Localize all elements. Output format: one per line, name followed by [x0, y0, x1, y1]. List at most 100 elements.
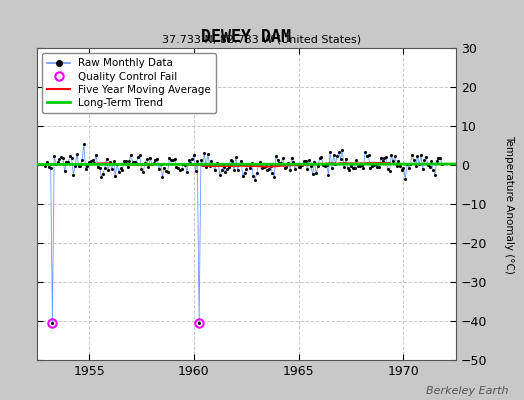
Point	[116, 165, 125, 172]
Point	[384, 166, 392, 172]
Point	[52, 160, 60, 167]
Point	[144, 164, 152, 170]
Point	[57, 154, 66, 160]
Point	[188, 156, 196, 162]
Point	[176, 167, 184, 173]
Point	[431, 172, 439, 178]
Point	[120, 158, 128, 164]
Point	[333, 153, 341, 160]
Point	[92, 152, 100, 158]
Point	[122, 157, 130, 164]
Point	[139, 169, 147, 176]
Point	[322, 161, 331, 168]
Point	[155, 166, 163, 172]
Point	[47, 164, 55, 171]
Point	[212, 160, 221, 166]
Point	[193, 157, 202, 164]
Point	[410, 157, 418, 163]
Point	[372, 161, 380, 168]
Point	[55, 156, 63, 163]
Point	[413, 153, 422, 160]
Point	[172, 164, 181, 171]
Point	[211, 167, 219, 174]
Point	[253, 170, 261, 176]
Point	[268, 170, 277, 176]
Point	[310, 159, 319, 165]
Point	[242, 166, 250, 172]
Point	[169, 157, 177, 164]
Point	[375, 164, 383, 170]
Point	[259, 164, 268, 170]
Point	[279, 155, 287, 161]
Point	[143, 156, 151, 162]
Point	[347, 162, 355, 169]
Point	[123, 164, 132, 170]
Point	[200, 150, 209, 156]
Point	[345, 167, 354, 173]
Point	[432, 158, 441, 164]
Point	[69, 172, 78, 178]
Point	[205, 162, 214, 169]
Point	[181, 162, 189, 168]
Point	[71, 162, 79, 169]
Point	[342, 156, 350, 162]
Point	[127, 152, 135, 158]
Point	[111, 173, 119, 180]
Point	[272, 153, 280, 160]
Point	[134, 154, 142, 160]
Point	[351, 165, 359, 171]
Point	[128, 159, 137, 166]
Text: 37.733 N, 82.733 W (United States): 37.733 N, 82.733 W (United States)	[162, 34, 362, 44]
Point	[368, 163, 376, 170]
Point	[190, 152, 198, 158]
Point	[291, 166, 299, 172]
Point	[165, 155, 173, 161]
Point	[216, 172, 224, 179]
Point	[118, 167, 126, 174]
Point	[369, 162, 378, 168]
Point	[307, 163, 315, 170]
Point	[343, 165, 352, 171]
Point	[382, 154, 390, 160]
Point	[186, 160, 194, 166]
Point	[113, 161, 121, 167]
Point	[396, 163, 404, 170]
Point	[247, 160, 256, 166]
Point	[207, 158, 215, 164]
Point	[167, 157, 176, 163]
Point	[361, 149, 369, 156]
Point	[296, 164, 304, 170]
Point	[132, 160, 140, 166]
Point	[163, 169, 172, 175]
Point	[238, 172, 247, 179]
Point	[183, 169, 191, 175]
Point	[411, 163, 420, 170]
Point	[125, 158, 134, 164]
Point	[246, 164, 254, 171]
Point	[420, 157, 429, 164]
Point	[195, 320, 203, 326]
Y-axis label: Temperature Anomaly (°C): Temperature Anomaly (°C)	[504, 134, 514, 274]
Point	[425, 164, 434, 170]
Point	[275, 160, 283, 166]
Point	[102, 156, 111, 162]
Point	[220, 163, 228, 170]
Point	[115, 168, 123, 175]
Point	[99, 170, 107, 177]
Point	[196, 157, 205, 164]
Point	[406, 161, 414, 167]
Point	[45, 164, 53, 171]
Point	[270, 174, 278, 180]
Point	[429, 167, 438, 173]
Point	[340, 164, 348, 170]
Point	[427, 158, 435, 164]
Point	[301, 158, 310, 164]
Point	[263, 167, 271, 173]
Point	[241, 169, 249, 176]
Point	[191, 168, 200, 174]
Point	[326, 148, 334, 155]
Point	[277, 159, 286, 166]
Point	[95, 164, 104, 171]
Point	[408, 152, 417, 158]
Point	[148, 160, 156, 167]
